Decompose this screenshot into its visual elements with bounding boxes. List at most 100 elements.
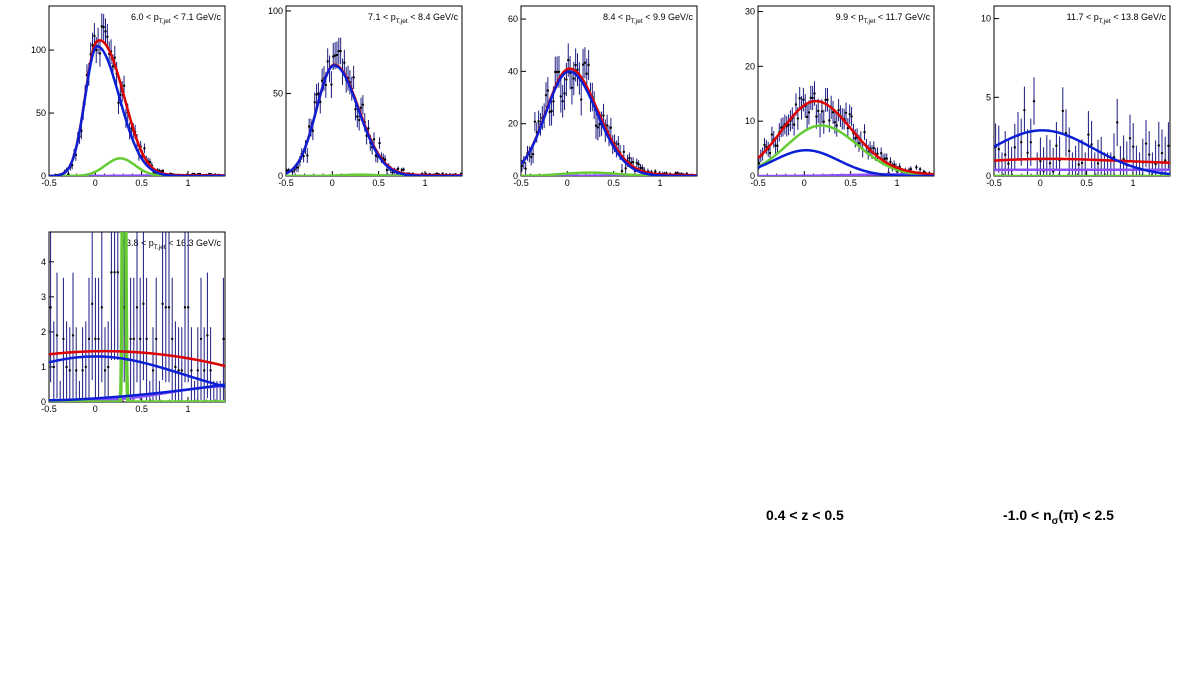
data-point — [624, 167, 626, 169]
data-point — [356, 115, 358, 117]
data-point — [587, 64, 589, 66]
y-tick-label: 60 — [508, 14, 518, 24]
x-tick-label: 0.5 — [372, 178, 385, 188]
data-point — [545, 94, 547, 96]
title-prefix: 8.4 < p — [603, 12, 631, 22]
data-point — [97, 338, 99, 340]
data-point — [133, 338, 135, 340]
data-point — [637, 163, 639, 165]
x-tick-label: 0 — [93, 404, 98, 414]
data-point — [1068, 150, 1070, 152]
data-point — [769, 152, 771, 154]
title-prefix: 11.7 < p — [1067, 12, 1099, 22]
data-point — [1039, 160, 1041, 162]
data-point — [1116, 121, 1118, 123]
x-tick-label: 1 — [185, 178, 190, 188]
data-point — [654, 170, 656, 172]
data-point — [823, 121, 825, 123]
x-tick-label: 0.5 — [607, 178, 620, 188]
data-point — [886, 157, 888, 159]
data-point — [162, 170, 164, 172]
data-point — [610, 127, 612, 129]
data-point — [836, 124, 838, 126]
data-point — [1129, 137, 1131, 139]
title-suffix: < 8.4 GeV/c — [408, 12, 459, 22]
title-suffix: < 16.3 GeV/c — [166, 238, 222, 248]
data-point — [402, 168, 404, 170]
data-point — [998, 148, 1000, 150]
y-tick-label: 1 — [41, 362, 46, 372]
data-point — [617, 143, 619, 145]
data-point — [550, 110, 552, 112]
data-point — [1007, 163, 1009, 165]
data-point — [606, 124, 608, 126]
data-point — [558, 71, 560, 73]
data-point — [336, 54, 338, 56]
panel-frame — [286, 6, 462, 176]
data-point — [62, 338, 64, 340]
data-point — [1097, 162, 1099, 164]
data-point — [102, 26, 104, 28]
data-point — [919, 168, 921, 170]
title-sub: T,jet — [1099, 18, 1111, 25]
panel-6: -0.500.510123413.8 < pT,jet < 16.3 GeV/c — [41, 0, 225, 423]
data-point — [107, 366, 109, 368]
y-tick-label: 50 — [273, 88, 283, 98]
data-point — [1132, 145, 1134, 147]
panel-title: 9.9 < pT,jet < 11.7 GeV/c — [836, 12, 931, 25]
fit-curves — [286, 65, 462, 176]
data-point — [563, 92, 565, 94]
panel-2: -0.5 0 0.5 10501007.1 < pT,jet < 8.4 GeV/c — [268, 6, 462, 188]
data-point — [580, 98, 582, 100]
data-point — [1081, 162, 1083, 164]
data-point — [534, 120, 536, 122]
data-point — [560, 95, 562, 97]
data-point — [360, 107, 362, 109]
data-point — [530, 156, 532, 158]
nsigma-suffix: (π) < 2.5 — [1058, 507, 1113, 523]
data-point — [325, 84, 327, 86]
data-point — [628, 157, 630, 159]
data-point — [597, 126, 599, 128]
data-point — [621, 170, 623, 172]
data-point — [1004, 153, 1006, 155]
data-point — [373, 138, 375, 140]
data-point — [826, 99, 828, 101]
x-tick-label: 1 — [422, 178, 427, 188]
data-point — [171, 338, 173, 340]
data-point — [197, 369, 199, 371]
title-prefix: 6.0 < p — [131, 12, 159, 22]
data-point — [101, 306, 103, 308]
data-point — [532, 153, 534, 155]
x-tick-label: 0 — [802, 178, 807, 188]
data-point — [537, 120, 539, 122]
data-point — [863, 131, 865, 133]
data-point — [880, 152, 882, 154]
data-point — [378, 142, 380, 144]
data-point — [552, 100, 554, 102]
data-point — [849, 113, 851, 115]
data-point — [206, 334, 208, 336]
x-tick-label: 1 — [1130, 178, 1135, 188]
data-point — [168, 306, 170, 308]
data-point — [1055, 144, 1057, 146]
data-point — [574, 64, 576, 66]
data-point — [117, 271, 119, 273]
data-point — [314, 101, 316, 103]
x-tick-label: 1 — [894, 178, 899, 188]
data-point — [567, 59, 569, 61]
data-point — [106, 36, 108, 38]
x-tick-label: 1 — [657, 178, 662, 188]
data-point — [209, 369, 211, 371]
y-tick-label: 5 — [986, 92, 991, 102]
data-point — [821, 110, 823, 112]
x-tick-label: 0 — [565, 178, 570, 188]
data-point — [72, 334, 74, 336]
data-point — [187, 306, 189, 308]
data-point — [93, 35, 95, 37]
panel-5: -0.5 0 0.5 10510 11.7 < pT,jet < 13.8 GeV/c — [981, 6, 1170, 200]
data-point — [1164, 159, 1166, 161]
y-tick-label: 100 — [31, 45, 46, 55]
data-point — [1023, 109, 1025, 111]
data-point — [362, 104, 364, 106]
